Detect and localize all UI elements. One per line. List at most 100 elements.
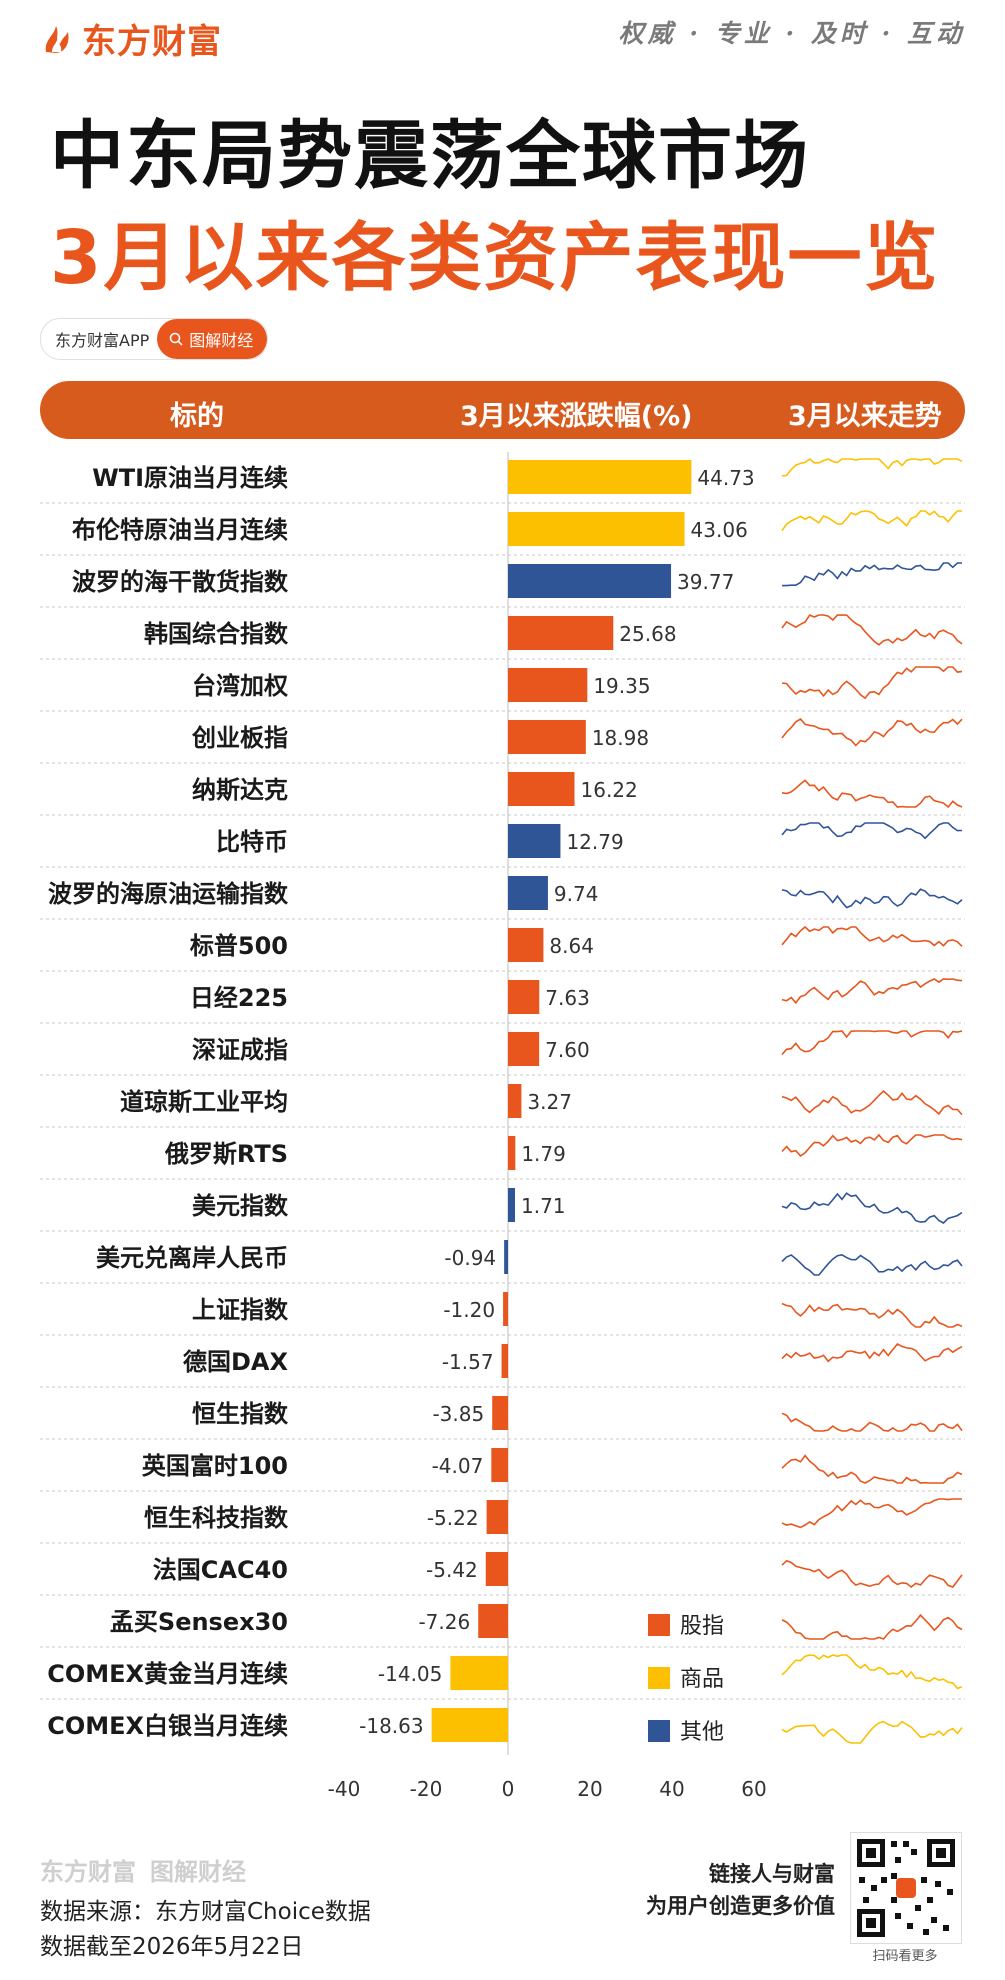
- bar: [431, 1708, 508, 1742]
- trend-sparkline: [781, 614, 963, 646]
- footer-logo: 东方财富 图解财经: [40, 1852, 246, 1887]
- tag-pill: 图解财经: [157, 319, 268, 359]
- brand-name: 东方财富: [82, 22, 222, 62]
- bar: [478, 1604, 508, 1638]
- trend-sparkline: [781, 978, 963, 1005]
- legend-swatch: [648, 1667, 670, 1689]
- value-label: 39.77: [677, 570, 734, 594]
- value-label: 12.79: [566, 830, 623, 854]
- category-label: 波罗的海原油运输指数: [48, 880, 289, 908]
- value-label: 3.27: [527, 1090, 572, 1114]
- trend-sparkline: [781, 666, 963, 700]
- trend-sparkline: [781, 1498, 962, 1529]
- trend-sparkline: [781, 1654, 963, 1690]
- x-tick-label: 40: [659, 1777, 684, 1801]
- value-label: 19.35: [593, 674, 650, 698]
- page-subtitle: 3月以来各类资产表现一览: [50, 215, 940, 301]
- legend-swatch: [648, 1614, 670, 1636]
- value-label: -18.63: [359, 1714, 423, 1738]
- category-label: 俄罗斯RTS: [164, 1140, 288, 1168]
- table-header: 标的 3月以来涨跌幅(%) 3月以来走势: [40, 381, 965, 439]
- value-label: 9.74: [554, 882, 599, 906]
- qr-code[interactable]: [850, 1832, 962, 1944]
- category-label: 道琼斯工业平均: [120, 1088, 288, 1116]
- x-tick-label: 60: [741, 1777, 766, 1801]
- bar: [508, 512, 685, 546]
- category-label: 美元兑离岸人民币: [96, 1244, 288, 1272]
- trend-sparkline: [781, 1412, 963, 1432]
- value-label: 7.60: [545, 1038, 590, 1062]
- category-label: 纳斯达克: [192, 776, 288, 804]
- category-label: 法国CAC40: [153, 1556, 288, 1584]
- category-label: 上证指数: [192, 1296, 289, 1324]
- footer-tag: 图解财经: [150, 1858, 246, 1886]
- x-tick-label: -20: [410, 1777, 443, 1801]
- bar: [508, 668, 588, 702]
- trend-sparkline: [781, 925, 963, 947]
- value-label: 1.71: [521, 1194, 566, 1218]
- category-label: 深证成指: [192, 1036, 288, 1064]
- category-label: COMEX黄金当月连续: [47, 1660, 288, 1688]
- category-label: 恒生科技指数: [144, 1504, 289, 1532]
- legend-label: 其他: [680, 1720, 724, 1745]
- value-label: -7.26: [418, 1610, 470, 1634]
- category-label: 恒生指数: [192, 1400, 289, 1428]
- footer-brand: 东方财富: [40, 1858, 136, 1886]
- value-label: -1.57: [442, 1350, 494, 1374]
- bar: [508, 824, 561, 858]
- trend-sparkline: [781, 457, 963, 477]
- header-col-target: 标的: [170, 401, 224, 432]
- value-label: 44.73: [697, 466, 754, 490]
- value-label: -14.05: [378, 1662, 442, 1686]
- bar: [508, 1188, 516, 1222]
- bar: [508, 720, 586, 754]
- legend-swatch: [648, 1720, 670, 1742]
- category-label: WTI原油当月连续: [92, 464, 288, 492]
- value-label: 43.06: [691, 518, 748, 542]
- trend-sparkline: [782, 562, 962, 587]
- category-label: 美元指数: [192, 1192, 289, 1220]
- legend-label: 股指: [680, 1614, 724, 1639]
- brand-logo: 东方财富: [40, 14, 222, 63]
- value-label: -3.85: [432, 1402, 484, 1426]
- bar: [486, 1500, 508, 1534]
- value-label: 25.68: [619, 622, 676, 646]
- x-tick-label: 0: [502, 1777, 515, 1801]
- bar: [508, 980, 540, 1014]
- category-label: 波罗的海干散货指数: [72, 568, 289, 596]
- x-tick-label: -40: [328, 1777, 361, 1801]
- search-icon: [169, 332, 183, 346]
- bar: [508, 1136, 516, 1170]
- data-source: 数据来源：东方财富Choice数据: [40, 1899, 371, 1925]
- value-label: -5.22: [427, 1506, 479, 1530]
- trend-sparkline: [781, 1030, 963, 1056]
- trend-sparkline: [781, 1192, 963, 1224]
- bar: [503, 1292, 508, 1326]
- header-col-trend: 3月以来走势: [788, 401, 942, 432]
- value-label: 16.22: [581, 778, 638, 802]
- bar: [508, 928, 544, 962]
- bar: [508, 876, 548, 910]
- category-label: 孟买Sensex30: [110, 1608, 288, 1636]
- bar: [504, 1240, 508, 1274]
- trend-sparkline: [781, 1342, 963, 1363]
- app-name: 东方财富APP: [55, 331, 150, 350]
- category-label: 布伦特原油当月连续: [72, 516, 288, 544]
- value-label: 18.98: [592, 726, 649, 750]
- category-label: 韩国综合指数: [144, 620, 289, 648]
- value-label: -5.42: [426, 1558, 478, 1582]
- brand-slogan: 权威 · 专业 · 及时 · 互动: [618, 19, 965, 48]
- trend-sparkline: [781, 510, 962, 532]
- trend-sparkline: [781, 1613, 963, 1640]
- bar: [492, 1396, 508, 1430]
- tag-label: 图解财经: [189, 331, 254, 350]
- page-title: 中东局势震荡全球市场: [50, 113, 810, 199]
- value-label: 8.64: [549, 934, 594, 958]
- trend-sparkline: [781, 1133, 963, 1157]
- value-label: -0.94: [444, 1246, 496, 1270]
- trend-sparkline: [781, 1253, 963, 1276]
- app-badge: 东方财富APP 图解财经: [40, 318, 269, 360]
- brand-flame-icon: [45, 25, 69, 53]
- bar: [450, 1656, 508, 1690]
- bar: [508, 772, 575, 806]
